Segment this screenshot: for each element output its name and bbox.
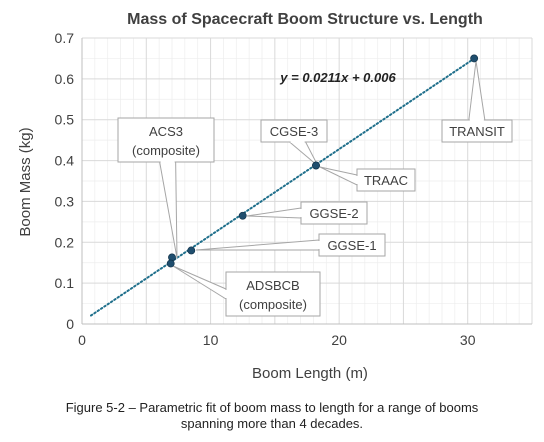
point-label: CGSE-3 <box>270 124 318 139</box>
y-tick-label: 0.2 <box>55 234 75 250</box>
caption-line-1: Figure 5-2 – Parametric fit of boom mass… <box>65 400 479 415</box>
figure-caption: Figure 5-2 – Parametric fit of boom mass… <box>0 400 544 432</box>
data-point <box>312 161 320 170</box>
point-sublabel: (composite) <box>132 143 200 158</box>
data-point <box>238 211 247 220</box>
y-tick-label: 0.6 <box>55 71 75 87</box>
y-tick-label: 0.7 <box>55 30 75 46</box>
point-label: GGSE-1 <box>327 238 376 253</box>
callout-box <box>117 117 215 163</box>
callouts: ACS3 (composite) ADSBCB (composite) GGSE-1 GG… <box>117 60 513 317</box>
y-tick-label: 0.1 <box>55 275 75 291</box>
callout-pointer <box>246 207 302 219</box>
callout-box <box>225 271 321 317</box>
y-tick-label: 0 <box>66 316 74 332</box>
point-label: TRANSIT <box>449 124 505 139</box>
callout-pointer <box>159 161 178 259</box>
callout-pointer <box>172 265 227 300</box>
points <box>166 54 479 268</box>
point-label: ADSBCB <box>246 278 299 293</box>
y-tick-label: 0.4 <box>55 153 75 169</box>
point-label: GGSE-2 <box>309 206 358 221</box>
point-label: ACS3 <box>149 124 183 139</box>
data-point <box>187 246 196 255</box>
point-label: TRAAC <box>364 173 408 188</box>
x-tick-label: 20 <box>331 332 347 348</box>
callout-pointer <box>319 166 358 186</box>
trendline <box>90 57 476 317</box>
y-tick-label: 0.3 <box>55 193 75 209</box>
trendline-line <box>90 57 476 317</box>
y-tick-label: 0.5 <box>55 112 75 128</box>
chart: Mass of Spacecraft Boom Structure vs. Le… <box>17 11 533 382</box>
data-point <box>470 54 479 63</box>
callout-pointer <box>195 239 320 251</box>
point-sublabel: (composite) <box>239 297 307 312</box>
x-tick-label: 0 <box>78 332 86 348</box>
caption-line-2: spanning more than 4 decades. <box>180 416 364 431</box>
x-tick-label: 30 <box>460 332 476 348</box>
trendline-equation: y = 0.0211x + 0.006 <box>279 70 396 85</box>
chart-title: Mass of Spacecraft Boom Structure vs. Le… <box>127 11 483 28</box>
x-tick-label: 10 <box>203 332 219 348</box>
axes: 0 10 20 30 0 0.1 0.2 0.3 0.4 0.5 0.6 0.7 <box>55 30 532 348</box>
callout-pointer <box>468 60 486 121</box>
x-axis-label: Boom Length (m) <box>252 365 368 382</box>
data-point <box>166 259 175 268</box>
y-axis-label: Boom Mass (kg) <box>17 127 34 236</box>
